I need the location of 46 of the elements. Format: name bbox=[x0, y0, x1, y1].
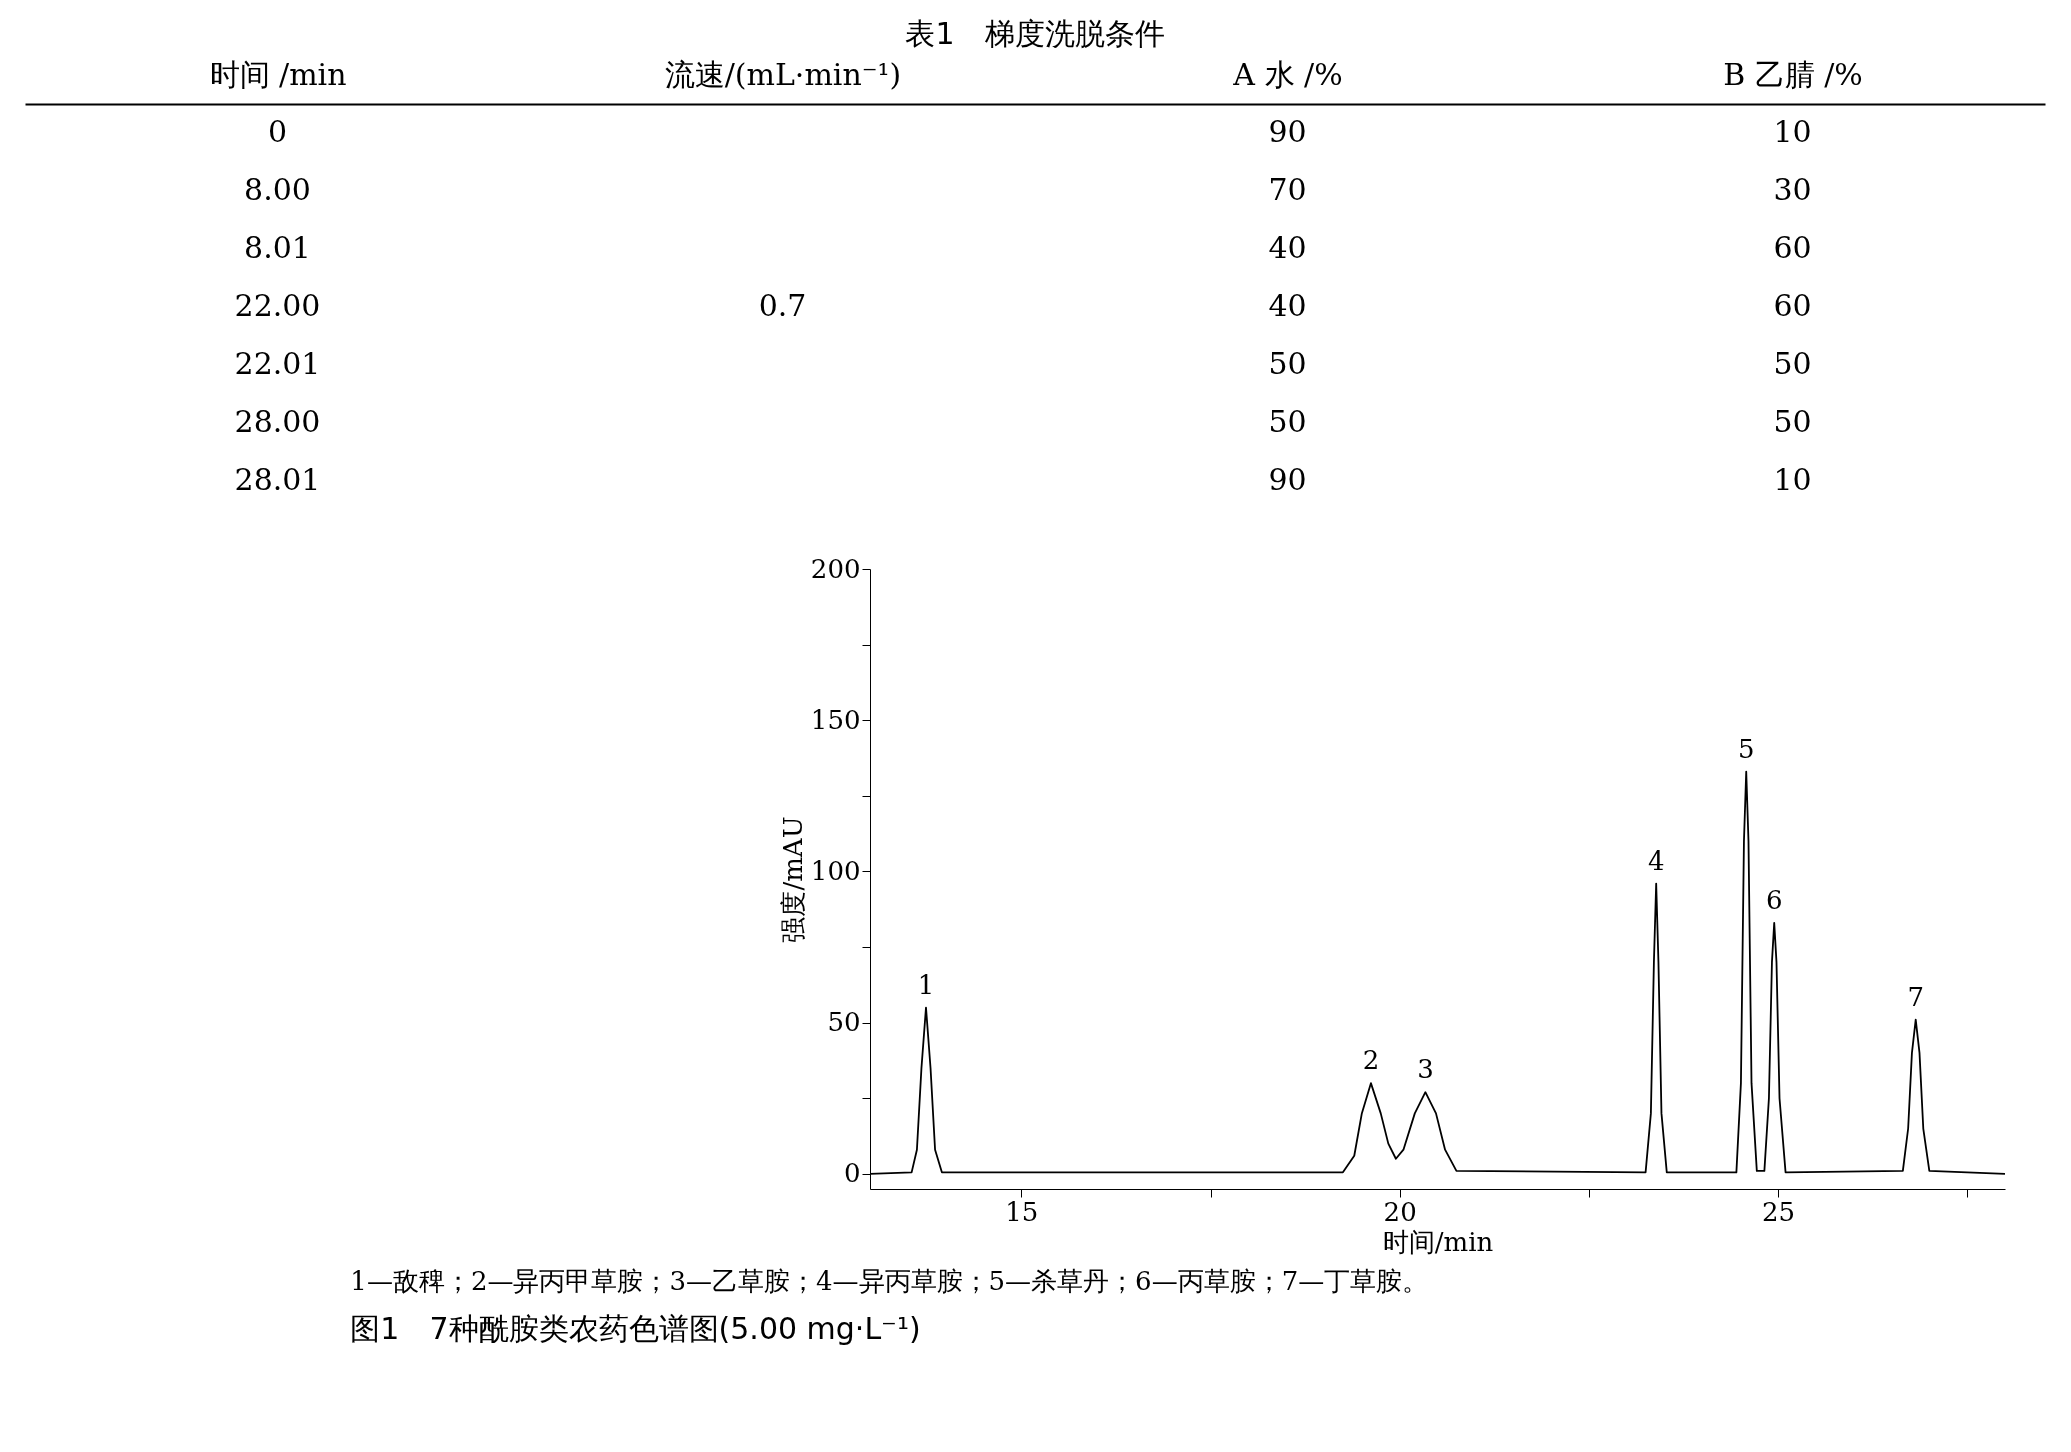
category-label: 流速/(mL·min⁻¹) bbox=[664, 56, 902, 92]
annotation: 1 bbox=[917, 969, 935, 1000]
x-tick-label: 15 bbox=[1005, 1196, 1039, 1227]
text: 22.01 bbox=[234, 346, 321, 381]
text: 40 bbox=[1268, 230, 1307, 265]
text: 50 bbox=[1773, 404, 1812, 439]
text: 60 bbox=[1773, 230, 1812, 265]
category-label: A 水 /% bbox=[1232, 56, 1343, 92]
text: 50 bbox=[1268, 404, 1307, 439]
text: 60 bbox=[1773, 288, 1812, 323]
text: 8.01 bbox=[244, 230, 311, 265]
text: 0 bbox=[267, 114, 288, 149]
x-tick-label: 20 bbox=[1383, 1196, 1417, 1227]
text: 22.00 bbox=[234, 288, 321, 323]
y-tick-label: 200 bbox=[810, 553, 861, 584]
annotation: 3 bbox=[1417, 1054, 1434, 1085]
caption: 图1 7种酰胺类农药色谱图(5.00 mg·L⁻¹) bbox=[350, 1311, 921, 1346]
text: 90 bbox=[1268, 462, 1307, 497]
y-axis-title: 强度/mAU bbox=[777, 816, 808, 943]
text: 10 bbox=[1773, 462, 1812, 497]
text: 28.00 bbox=[234, 404, 321, 439]
text: 40 bbox=[1268, 288, 1307, 323]
text: 90 bbox=[1268, 114, 1307, 149]
text: 28.01 bbox=[234, 462, 321, 497]
annotation: 6 bbox=[1765, 884, 1783, 915]
annotation: 4 bbox=[1647, 845, 1665, 876]
y-tick-label: 100 bbox=[810, 855, 861, 886]
text: 8.00 bbox=[244, 172, 311, 207]
text: 70 bbox=[1268, 172, 1307, 207]
x-tick-label: 25 bbox=[1761, 1196, 1796, 1227]
text: 30 bbox=[1773, 172, 1812, 207]
annotation: 7 bbox=[1907, 981, 1924, 1012]
category-label: 时间 /min bbox=[209, 56, 347, 92]
text: 50 bbox=[1268, 346, 1307, 381]
text: 1—敌稗；2—异丙甲草胺；3—乙草胺；4—异丙草胺；5—杀草丹；6—丙草胺；7—丁草胺。 bbox=[350, 1266, 1429, 1296]
text: 表1 梯度洗脱条件 bbox=[905, 16, 1165, 51]
text: 0.7 bbox=[758, 288, 807, 323]
y-tick-label: 50 bbox=[827, 1007, 861, 1038]
text: 50 bbox=[1773, 346, 1812, 381]
text: 10 bbox=[1773, 114, 1812, 149]
y-tick-label: 150 bbox=[810, 704, 861, 735]
annotation: 5 bbox=[1737, 733, 1755, 764]
x-axis-title: 时间/min bbox=[1382, 1226, 1494, 1257]
category-label: B 乙腈 /% bbox=[1723, 56, 1863, 92]
annotation: 2 bbox=[1362, 1045, 1380, 1076]
y-tick-label: 0 bbox=[843, 1158, 861, 1189]
